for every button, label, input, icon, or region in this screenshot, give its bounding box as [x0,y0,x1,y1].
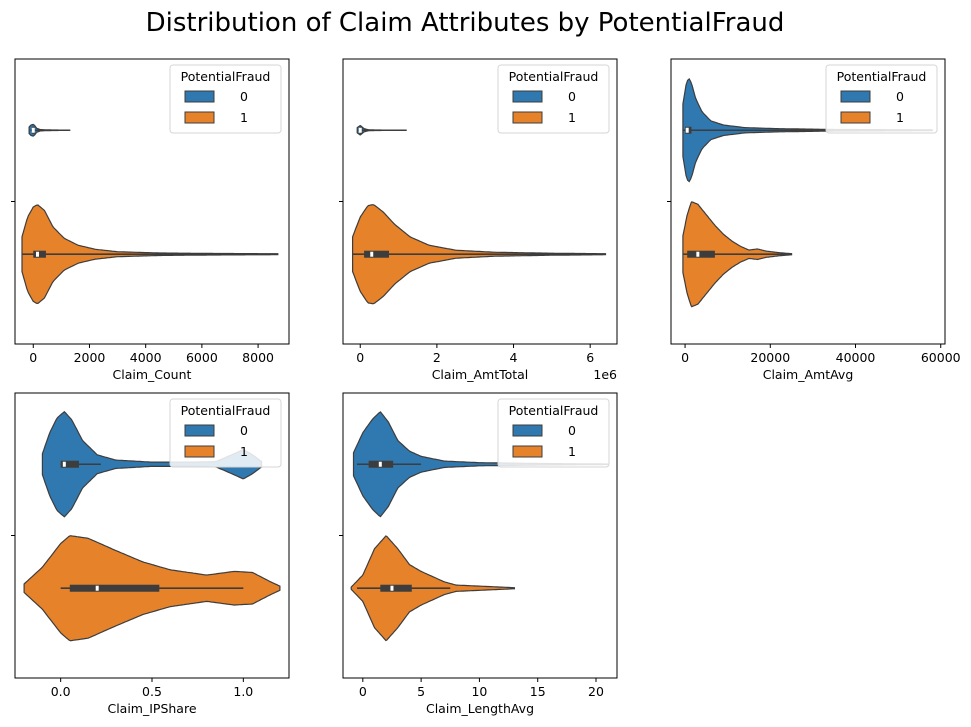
x-tick-label: 1.0 [233,684,253,699]
x-tick-label: 0 [29,350,37,365]
legend: PotentialFraud 0 1 [825,64,938,134]
legend-label-0: 0 [896,89,904,104]
x-axis-label: Claim_AmtAvg [763,367,854,382]
x-tick-label: 10 [471,684,487,699]
x-tick-label: 2 [433,350,441,365]
x-tick-label: 0.5 [142,684,162,699]
legend-label-0: 0 [568,89,576,104]
iqr-box-series-1 [33,250,46,258]
x-tick-label: 0 [359,684,367,699]
x-tick-label: 0.0 [51,684,71,699]
legend-label-1: 1 [896,110,904,125]
legend: PotentialFraud 0 1 [497,398,610,468]
legend: PotentialFraud 0 1 [169,64,282,134]
legend-swatch-1 [512,111,543,124]
chart-panel-3: 0 20000 40000 60000 Claim_AmtAvg PotentialFra… [667,58,961,382]
median-marker-series-0 [685,127,689,133]
x-axis-label: Claim_Count [113,367,192,382]
x-tick-label: 20000 [750,350,790,365]
x-tick-label: 6 [586,350,594,365]
legend-label-0: 0 [240,423,248,438]
x-tick-label: 5 [417,684,425,699]
x-tick-label: 4 [510,350,518,365]
legend-swatch-0 [840,90,871,103]
x-tick-label: 20 [588,684,604,699]
legend-swatch-1 [512,445,543,458]
legend-title: PotentialFraud [181,69,271,84]
median-marker-series-1 [370,251,374,257]
legend-swatch-1 [840,111,871,124]
median-marker-series-1 [35,251,39,257]
legend-swatch-0 [512,424,543,437]
iqr-box-series-1 [687,250,715,258]
x-tick-label: 8000 [242,350,274,365]
iqr-box-series-1 [69,584,160,592]
x-tick-label: 4000 [130,350,162,365]
iqr-box-series-1 [380,584,412,592]
legend-swatch-0 [512,90,543,103]
chart-panel-1: 0 2000 4000 6000 8000 Claim_Count PotentialFra… [11,58,290,382]
median-marker-series-0 [358,127,362,133]
legend-label-1: 1 [240,444,248,459]
x-tick-label: 15 [530,684,546,699]
x-axis-label: Claim_IPShare [107,701,196,716]
x-tick-label: 2000 [74,350,106,365]
legend-title: PotentialFraud [837,69,927,84]
legend-swatch-0 [184,424,215,437]
legend-swatch-1 [184,111,215,124]
x-tick-label: 0 [681,350,689,365]
panels-group: 0 2000 4000 6000 8000Claim_CountPotentialFra… [11,58,961,716]
x-tick-label: 6000 [186,350,218,365]
x-tick-label: 0 [356,350,364,365]
figure-title: Distribution of Claim Attributes by Pote… [146,8,785,38]
legend-swatch-1 [184,445,215,458]
median-marker-series-0 [378,461,382,467]
legend-title: PotentialFraud [509,403,599,418]
legend: PotentialFraud 0 1 [169,398,282,468]
iqr-box-series-0 [60,460,79,468]
median-marker-series-0 [62,461,66,467]
x-tick-label: 60000 [921,350,961,365]
legend-label-1: 1 [568,444,576,459]
median-marker-series-1 [95,585,99,591]
chart-panel-2: 0 2 4 6 Claim_AmtTotal 1e6 PotentialFraud 0 1 [339,58,618,382]
legend-label-1: 1 [240,110,248,125]
x-axis-label: Claim_AmtTotal [432,367,529,382]
iqr-box-series-1 [364,250,389,258]
legend-title: PotentialFraud [181,403,271,418]
legend-label-1: 1 [568,110,576,125]
chart-panel-4: 0.0 0.5 1.0 Claim_IPShare PotentialFraud 0 1 [11,392,290,716]
legend: PotentialFraud 0 1 [497,64,610,134]
x-tick-label: 40000 [836,350,876,365]
median-marker-series-1 [696,251,700,257]
legend-label-0: 0 [240,89,248,104]
chart-panel-5: 0 5 10 15 20 Claim_LengthAvg PotentialFraud 0 1 [339,392,618,716]
legend-title: PotentialFraud [509,69,599,84]
legend-label-0: 0 [568,423,576,438]
x-axis-label: Claim_LengthAvg [426,701,534,716]
x-offset-text: 1e6 [593,367,617,382]
legend-swatch-0 [184,90,215,103]
median-marker-series-1 [390,585,394,591]
median-marker-series-0 [31,127,35,133]
